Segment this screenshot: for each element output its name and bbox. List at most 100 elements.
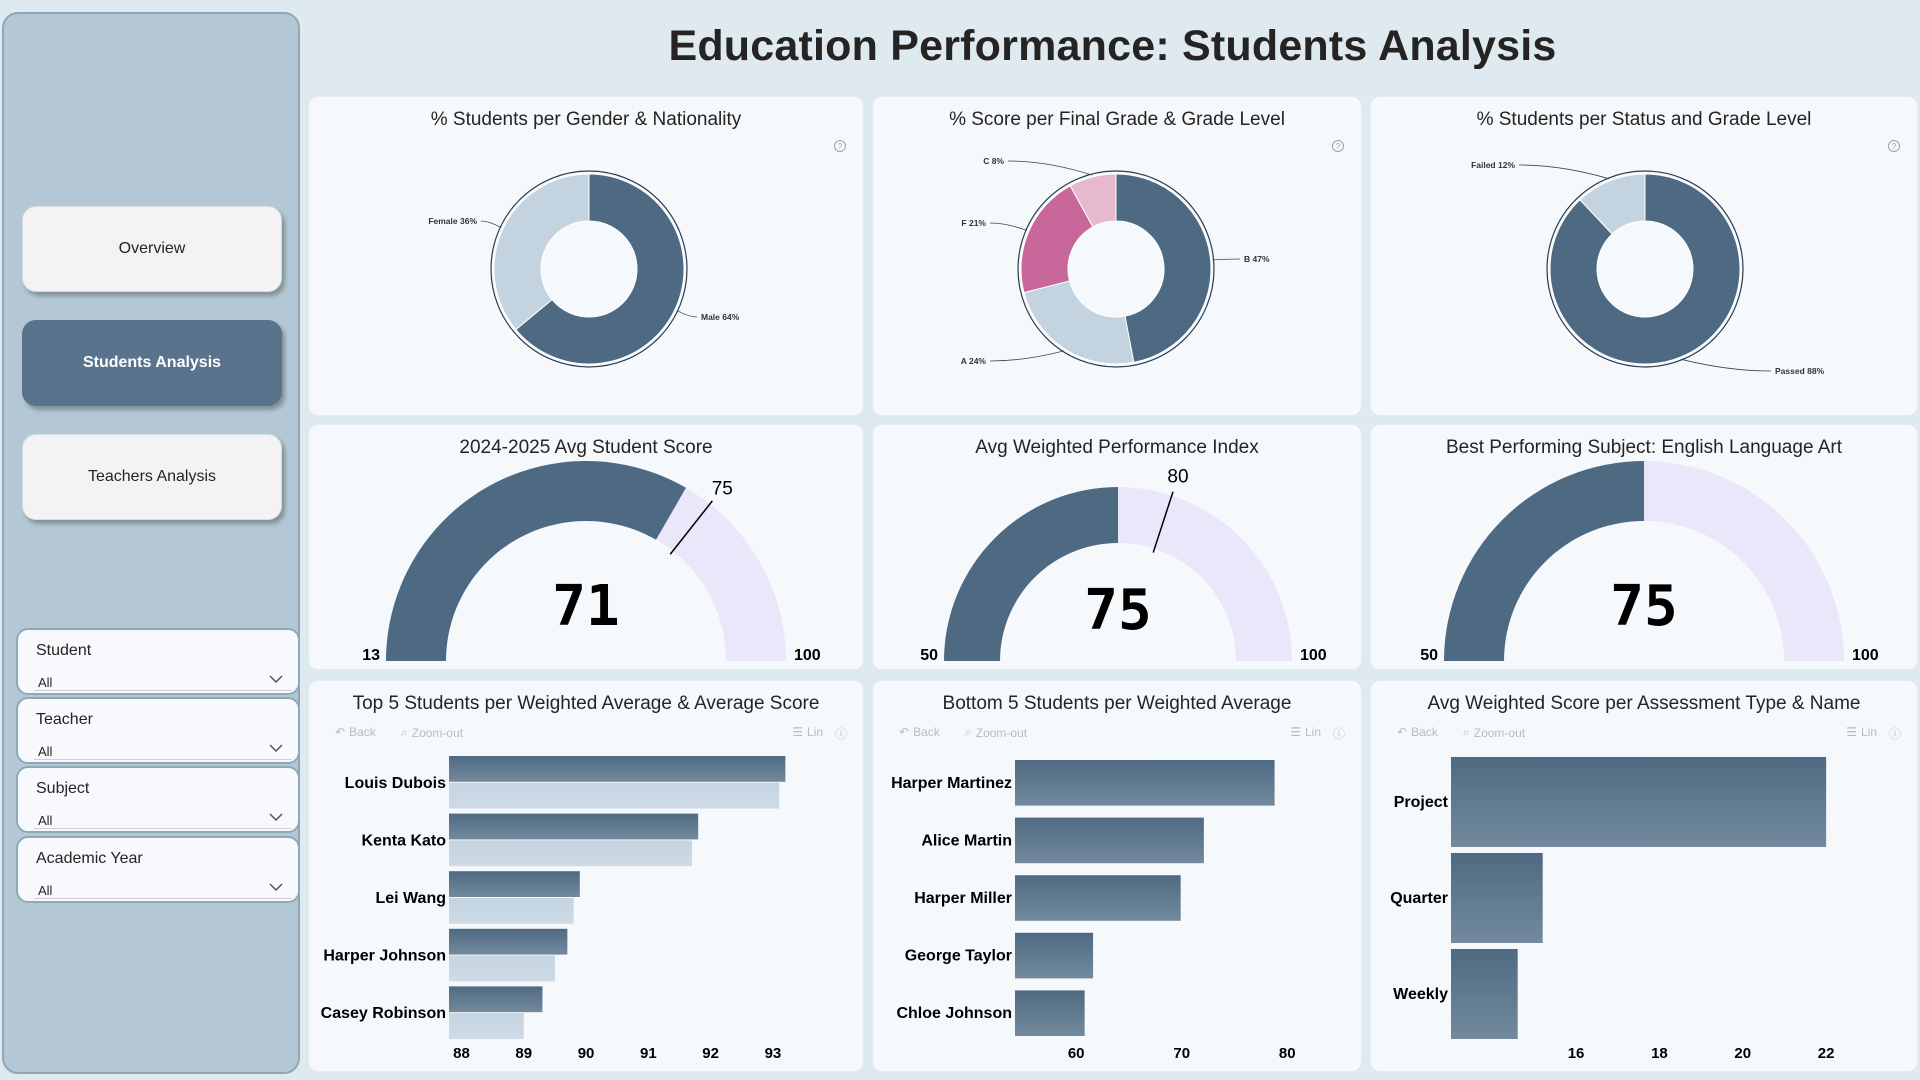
help-icon[interactable]: ?	[1887, 139, 1901, 153]
final-grade-card[interactable]: % Score per Final Grade & Grade Level ? …	[872, 96, 1362, 416]
card-title: % Students per Gender & Nationality	[430, 109, 742, 130]
donut-slice[interactable]	[1115, 173, 1212, 363]
gauge-min-label: 50	[920, 647, 938, 664]
performance-index-card[interactable]: Avg Weighted Performance Index 80 75 50 100	[872, 424, 1362, 670]
zoom-out-button[interactable]: ⌕ Zoom-out	[1463, 725, 1525, 740]
status-card[interactable]: % Students per Status and Grade Level ? …	[1370, 96, 1918, 416]
bar[interactable]	[449, 1013, 524, 1039]
donut-slice[interactable]	[1549, 173, 1741, 365]
gauge-max-label: 100	[1852, 647, 1879, 664]
donut-slice[interactable]	[515, 173, 685, 365]
donut-slice[interactable]	[1023, 280, 1135, 365]
bar[interactable]	[449, 756, 786, 782]
bar[interactable]	[1015, 932, 1094, 979]
student-slicer[interactable]: Student All	[16, 628, 300, 695]
category-label: George Taylor	[905, 948, 1012, 965]
bar[interactable]	[449, 782, 780, 809]
lin-button[interactable]: ☰ Lin	[1846, 725, 1877, 739]
assessment-card[interactable]: Avg Weighted Score per Assessment Type &…	[1370, 680, 1918, 1072]
category-label: Quarter	[1390, 890, 1448, 907]
donut-leader-line	[1007, 160, 1092, 176]
lin-label: Lin	[1860, 725, 1877, 739]
lin-button[interactable]: ☰ Lin	[792, 725, 823, 739]
help-icon[interactable]: ?	[833, 139, 847, 153]
card-title: % Score per Final Grade & Grade Level	[949, 109, 1285, 130]
bar[interactable]	[449, 813, 699, 840]
back-button[interactable]: ↶ Back	[335, 725, 376, 739]
lin-button[interactable]: ☰ Lin	[1290, 725, 1321, 739]
bar[interactable]	[1451, 757, 1827, 847]
bar[interactable]	[1015, 875, 1181, 921]
help-icon[interactable]: ⓘ	[1888, 727, 1901, 741]
bar[interactable]	[1015, 817, 1204, 864]
subject-slicer-dropdown[interactable]: All	[34, 807, 292, 829]
donut-slice[interactable]	[1020, 185, 1094, 294]
nav-students-analysis-button[interactable]: Students Analysis	[22, 320, 282, 406]
bar[interactable]	[449, 986, 543, 1013]
donut-data-label: C 8%	[983, 156, 1004, 166]
donut-leader-line	[676, 309, 698, 318]
help-icon[interactable]: ?	[1331, 139, 1345, 153]
nav-overview-button[interactable]: Overview	[22, 206, 282, 292]
teacher-slicer[interactable]: Teacher All	[16, 697, 300, 764]
back-button[interactable]: ↶ Back	[1397, 725, 1438, 739]
teacher-slicer-dropdown[interactable]: All	[34, 738, 292, 760]
donut-slice[interactable]	[1069, 173, 1117, 228]
donut-data-label: Passed 88%	[1775, 366, 1825, 376]
best-subject-card[interactable]: Best Performing Subject: English Languag…	[1370, 424, 1918, 670]
performance-index-gauge: 80 75 50 100	[920, 466, 1327, 664]
help-icon[interactable]: ⓘ	[834, 727, 847, 741]
card-title: Best Performing Subject: English Languag…	[1445, 437, 1843, 458]
x-tick-label: 93	[765, 1045, 782, 1062]
help-icon[interactable]: ⓘ	[1332, 727, 1345, 741]
zoom-out-button[interactable]: ⌕ Zoom-out	[401, 725, 463, 740]
bar[interactable]	[1451, 853, 1543, 943]
x-tick-label: 20	[1734, 1045, 1751, 1062]
slicer-title: Teacher	[36, 711, 93, 728]
top5-students-card[interactable]: Top 5 Students per Weighted Average & Av…	[308, 680, 864, 1072]
bar[interactable]	[1015, 760, 1275, 806]
svg-text:?: ?	[838, 142, 843, 151]
zoom-out-button[interactable]: ⌕ Zoom-out	[965, 725, 1027, 740]
x-tick-label: 70	[1173, 1045, 1190, 1062]
donut-slice[interactable]	[1579, 173, 1646, 235]
bar[interactable]	[449, 840, 692, 867]
chevron-down-icon	[269, 675, 283, 684]
bottom5-students-card[interactable]: Bottom 5 Students per Weighted Average ↶…	[872, 680, 1362, 1072]
donut-leader-line	[480, 220, 502, 229]
x-tick-label: 88	[453, 1045, 470, 1062]
gauge-value: 71	[552, 574, 619, 639]
gauge-target-label: 75	[712, 478, 733, 499]
avg-student-score-card[interactable]: 2024-2025 Avg Student Score 75 71 13 100	[308, 424, 864, 670]
academic-year-slicer-dropdown[interactable]: All	[34, 877, 292, 899]
card-title: Top 5 Students per Weighted Average & Av…	[352, 693, 820, 714]
gauge-fill[interactable]	[944, 487, 1118, 661]
x-tick-label: 16	[1568, 1045, 1585, 1062]
category-label: Weekly	[1393, 986, 1448, 1003]
bar[interactable]	[449, 955, 555, 982]
x-tick-label: 90	[578, 1045, 595, 1062]
student-slicer-dropdown[interactable]: All	[34, 669, 292, 691]
bar[interactable]	[1451, 949, 1518, 1039]
zoom-out-label: Zoom-out	[411, 725, 464, 740]
gender-nationality-card[interactable]: % Students per Gender & Nationality ? Ma…	[308, 96, 864, 416]
chevron-down-icon	[269, 813, 283, 822]
back-label: Back	[1411, 725, 1438, 739]
academic-year-slicer[interactable]: Academic Year All	[16, 836, 300, 903]
bar[interactable]	[449, 871, 580, 897]
gauge-fill[interactable]	[386, 461, 686, 661]
bar[interactable]	[449, 898, 574, 924]
zoom-out-icon: ⌕	[401, 725, 408, 739]
card-title: % Students per Status and Grade Level	[1476, 109, 1812, 130]
category-label: Project	[1394, 794, 1449, 811]
donut-slice[interactable]	[493, 173, 590, 331]
nav-teachers-analysis-button[interactable]: Teachers Analysis	[22, 434, 282, 520]
subject-slicer[interactable]: Subject All	[16, 766, 300, 833]
page-title: Education Performance: Students Analysis	[668, 22, 1557, 70]
bar[interactable]	[1015, 990, 1085, 1036]
bar[interactable]	[449, 928, 568, 955]
gauge-target-line	[669, 500, 713, 555]
gauge-fill[interactable]	[1444, 461, 1644, 661]
gauge-min-label: 13	[362, 647, 380, 664]
back-button[interactable]: ↶ Back	[899, 725, 940, 739]
